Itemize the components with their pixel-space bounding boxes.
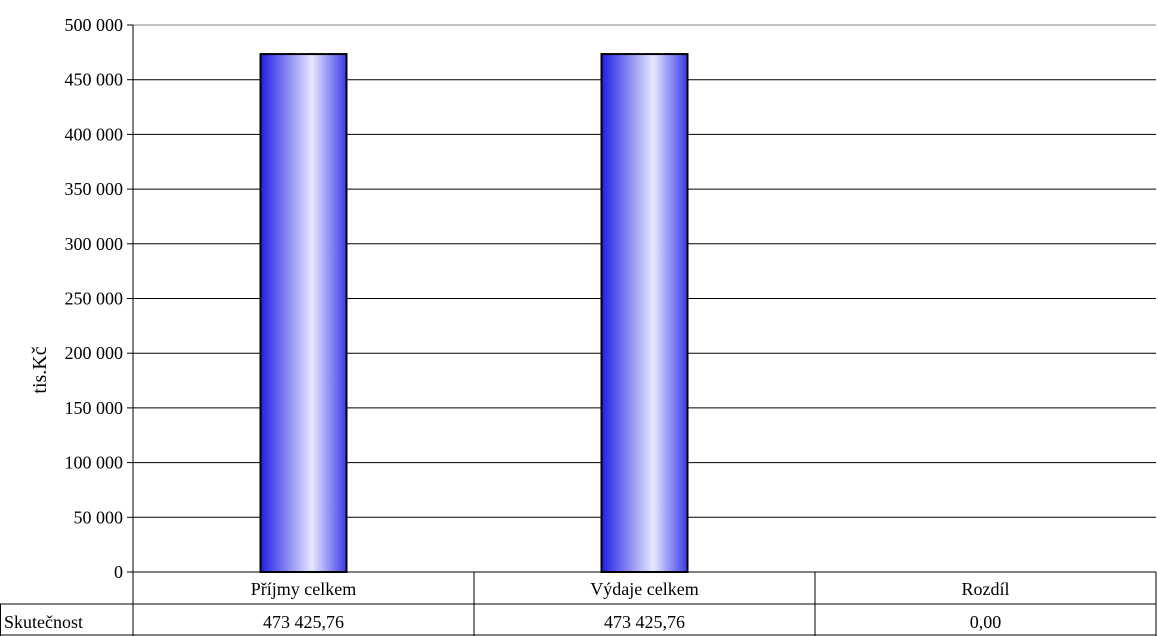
y-tick-label: 450 000 bbox=[65, 70, 124, 90]
y-tick-label: 100 000 bbox=[65, 453, 124, 473]
table-value: 473 425,76 bbox=[263, 612, 344, 632]
series-label: Skutečnost bbox=[4, 612, 83, 632]
bars bbox=[259, 53, 689, 574]
data-table: Příjmy celkem Výdaje celkem Rozdíl Skutečno… bbox=[0, 571, 1157, 636]
y-tick-label: 250 000 bbox=[65, 289, 124, 309]
bar bbox=[259, 53, 348, 574]
category-label: Výdaje celkem bbox=[590, 579, 698, 599]
y-tick-label: 0 bbox=[114, 562, 123, 582]
table-value: 473 425,76 bbox=[604, 612, 685, 632]
y-tick-label: 300 000 bbox=[65, 234, 124, 254]
y-tick-label: 350 000 bbox=[65, 179, 124, 199]
y-tick-label: 200 000 bbox=[65, 343, 124, 363]
category-label: Příjmy celkem bbox=[251, 579, 356, 599]
y-tick-label: 150 000 bbox=[65, 398, 124, 418]
y-tick-labels: 0 50 000 100 000 150 000 200 000 250 000 300 0… bbox=[65, 15, 124, 582]
axes bbox=[127, 24, 134, 573]
y-axis-label: tis.Kč bbox=[29, 346, 51, 393]
y-tick-label: 400 000 bbox=[65, 124, 124, 144]
table-value: 0,00 bbox=[970, 612, 1002, 632]
category-label: Rozdíl bbox=[962, 579, 1010, 599]
y-tick-label: 50 000 bbox=[74, 507, 124, 527]
y-tick-label: 500 000 bbox=[65, 15, 124, 35]
bar bbox=[600, 53, 689, 574]
